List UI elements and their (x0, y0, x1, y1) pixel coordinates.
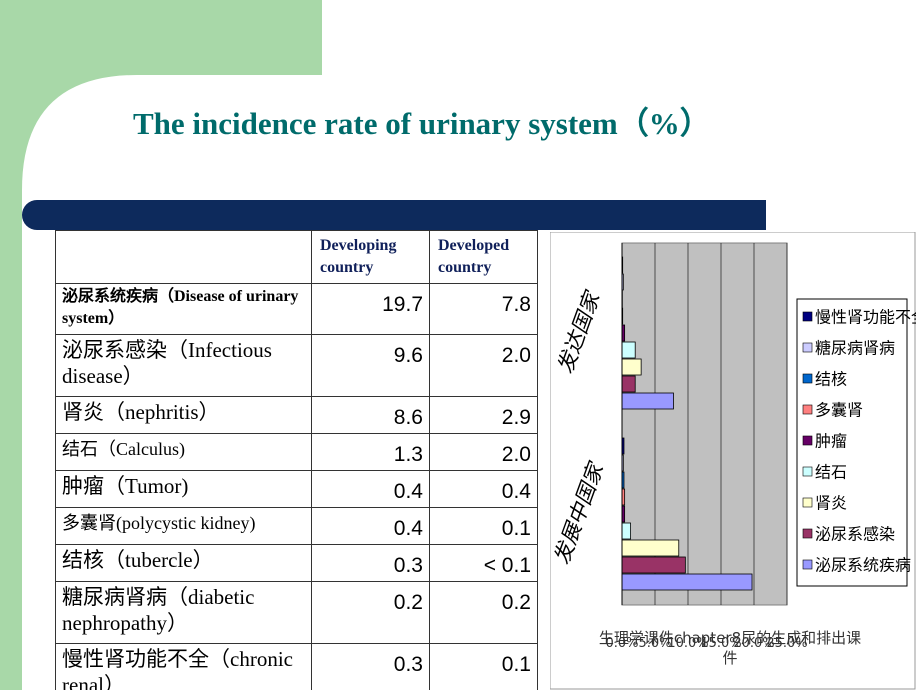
legend-label: 糖尿病肾病 (815, 339, 895, 358)
table-row: 泌尿系统疾病（Disease of urinary system） 19.7 7.8 (55, 283, 538, 335)
table-cell: 2.0 (429, 433, 538, 471)
table-cell: 0.3 (311, 643, 430, 690)
x-tick-label: 10.0% (667, 636, 708, 651)
legend-swatch (802, 466, 813, 477)
table-cell: 肿瘤（Tumor) (55, 470, 312, 508)
table-cell: 肾炎（nephritis） (55, 396, 312, 434)
legend-label: 肾炎 (815, 494, 847, 513)
legend-swatch (802, 311, 813, 322)
table-cell: 泌尿系感染（Infectious disease） (55, 334, 312, 397)
table-cell: 多囊肾(polycystic kidney) (55, 507, 312, 545)
legend-label: 结核 (815, 370, 847, 389)
table-row: 慢性肾功能不全（chronic renal） 0.3 0.1 (55, 643, 538, 690)
legend-label: 肿瘤 (815, 432, 847, 451)
table-cell: 结核（tubercle） (55, 544, 312, 582)
legend-swatch (802, 528, 813, 539)
x-tick-label: 25.0% (766, 636, 807, 651)
legend-swatch (802, 497, 813, 508)
table-cell: 0.3 (311, 544, 430, 582)
table-cell: 8.6 (311, 396, 430, 434)
bar (621, 375, 636, 393)
footer: 生理学课件chapter8尿的生成和排出课件 (598, 629, 862, 667)
bar (621, 522, 631, 540)
x-tick-label: 5.0% (638, 636, 671, 651)
legend-swatch (802, 373, 813, 384)
x-tick-label: 15.0% (700, 636, 741, 651)
table-row: 肿瘤（Tumor) 0.4 0.4 (55, 470, 538, 508)
legend-label: 泌尿系感染 (815, 525, 895, 544)
bar (621, 573, 753, 591)
header-cell (55, 230, 312, 284)
title: The incidence rate of urinary system（%） (133, 106, 711, 141)
table-row: 多囊肾(polycystic kidney) 0.4 0.1 (55, 507, 538, 545)
legend-label: 多囊肾 (815, 401, 863, 420)
legend-label: 慢性肾功能不全 (815, 308, 916, 327)
legend-swatch (802, 404, 813, 415)
legend-label: 结石 (815, 463, 847, 482)
table-cell: 慢性肾功能不全（chronic renal） (55, 643, 312, 690)
table-cell: 0.4 (311, 507, 430, 545)
table-cell: 0.4 (311, 470, 430, 508)
table-cell: 19.7 (311, 283, 430, 335)
bar (621, 358, 642, 376)
table-row: 结核（tubercle） 0.3 < 0.1 (55, 544, 538, 582)
legend-swatch (802, 342, 813, 353)
table-cell: 0.1 (429, 643, 538, 690)
x-tick-label: 0.0% (605, 636, 638, 651)
table-cell: 泌尿系统疾病（Disease of urinary system） (55, 283, 312, 335)
table-cell: 2.0 (429, 334, 538, 397)
table-cell: 2.9 (429, 396, 538, 434)
legend (796, 298, 908, 587)
bar (621, 556, 686, 574)
legend-label: 泌尿系统疾病 (815, 556, 911, 575)
legend-swatch (802, 559, 813, 570)
table-row: 泌尿系感染（Infectious disease） 9.6 2.0 (55, 334, 538, 397)
table-cell: 0.4 (429, 470, 538, 508)
table-cell: 7.8 (429, 283, 538, 335)
header-cell: Developed country (429, 230, 538, 284)
table-cell: 结石（Calculus) (55, 433, 312, 471)
table-cell: 0.2 (311, 581, 430, 644)
table-cell: 0.2 (429, 581, 538, 644)
table-row: 糖尿病肾病（diabetic nephropathy） 0.2 0.2 (55, 581, 538, 644)
bar (621, 341, 636, 359)
table-cell: 9.6 (311, 334, 430, 397)
table-cell: 糖尿病肾病（diabetic nephropathy） (55, 581, 312, 644)
table-cell: 0.1 (429, 507, 538, 545)
bar (621, 539, 680, 557)
table-row: 结石（Calculus) 1.3 2.0 (55, 433, 538, 471)
table-row: 肾炎（nephritis） 8.6 2.9 (55, 396, 538, 434)
table-cell: < 0.1 (429, 544, 538, 582)
legend-swatch (802, 435, 813, 446)
x-tick-label: 20.0% (733, 636, 774, 651)
header-cell: Developing country (311, 230, 430, 284)
table: Developing country Developed country 泌尿系… (55, 230, 538, 690)
bar (621, 392, 674, 410)
table-cell: 1.3 (311, 433, 430, 471)
